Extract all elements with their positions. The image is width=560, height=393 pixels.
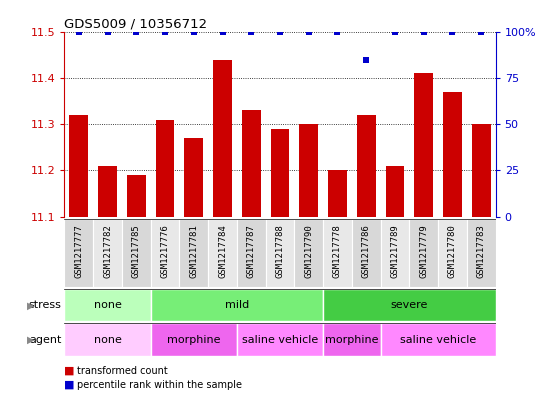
Bar <box>386 166 404 217</box>
Text: percentile rank within the sample: percentile rank within the sample <box>77 380 242 390</box>
Point <box>218 29 227 35</box>
Bar <box>443 92 462 217</box>
Bar <box>352 219 381 287</box>
Bar <box>265 219 295 287</box>
Bar <box>242 110 260 217</box>
Text: GDS5009 / 10356712: GDS5009 / 10356712 <box>64 18 208 31</box>
Text: GSM1217786: GSM1217786 <box>362 224 371 278</box>
Point <box>477 29 486 35</box>
Point <box>276 29 284 35</box>
Text: ■: ■ <box>64 365 75 376</box>
Bar <box>184 138 203 217</box>
Text: GSM1217789: GSM1217789 <box>390 224 399 278</box>
Point <box>333 29 342 35</box>
Bar <box>295 219 323 287</box>
Text: GSM1217778: GSM1217778 <box>333 224 342 278</box>
Text: ▶: ▶ <box>27 300 35 310</box>
Bar <box>237 219 265 287</box>
Bar <box>179 219 208 287</box>
Bar <box>323 219 352 287</box>
Bar <box>69 115 88 217</box>
Bar <box>127 175 146 217</box>
Bar <box>438 219 467 287</box>
Bar <box>409 219 438 287</box>
Bar <box>151 323 237 356</box>
Text: saline vehicle: saline vehicle <box>242 334 318 345</box>
Point <box>189 29 198 35</box>
Bar <box>467 219 496 287</box>
Bar <box>93 219 122 287</box>
Bar <box>213 59 232 217</box>
Point <box>419 29 428 35</box>
Point <box>74 29 83 35</box>
Text: GSM1217779: GSM1217779 <box>419 224 428 278</box>
Text: GSM1217784: GSM1217784 <box>218 224 227 278</box>
Bar <box>98 166 117 217</box>
Point <box>132 29 141 35</box>
Bar <box>357 115 376 217</box>
Text: GSM1217776: GSM1217776 <box>161 224 170 278</box>
Text: none: none <box>94 300 122 310</box>
Bar <box>300 124 318 217</box>
Bar <box>151 289 323 321</box>
Bar <box>323 323 381 356</box>
Bar <box>64 323 151 356</box>
Bar <box>472 124 491 217</box>
Bar <box>270 129 290 217</box>
Text: morphine: morphine <box>325 334 379 345</box>
Text: agent: agent <box>29 334 62 345</box>
Bar <box>64 219 93 287</box>
Bar <box>156 119 174 217</box>
Text: severe: severe <box>391 300 428 310</box>
Text: GSM1217788: GSM1217788 <box>276 224 284 278</box>
Point <box>247 29 256 35</box>
Point <box>304 29 313 35</box>
Point <box>161 29 170 35</box>
Text: saline vehicle: saline vehicle <box>400 334 476 345</box>
Text: morphine: morphine <box>167 334 221 345</box>
Bar <box>323 289 496 321</box>
Text: GSM1217790: GSM1217790 <box>304 224 313 278</box>
Bar <box>414 73 433 217</box>
Bar <box>208 219 237 287</box>
Bar <box>381 323 496 356</box>
Text: mild: mild <box>225 300 249 310</box>
Point <box>390 29 399 35</box>
Bar <box>381 219 409 287</box>
Point <box>448 29 457 35</box>
Text: transformed count: transformed count <box>77 365 167 376</box>
Text: GSM1217787: GSM1217787 <box>247 224 256 278</box>
Text: ▶: ▶ <box>27 334 35 345</box>
Text: ■: ■ <box>64 380 75 390</box>
Text: GSM1217782: GSM1217782 <box>103 224 112 278</box>
Point <box>103 29 112 35</box>
Bar <box>151 219 179 287</box>
Text: GSM1217781: GSM1217781 <box>189 224 198 278</box>
Bar <box>237 323 323 356</box>
Text: GSM1217780: GSM1217780 <box>448 224 457 278</box>
Point <box>362 56 371 62</box>
Text: GSM1217783: GSM1217783 <box>477 224 486 278</box>
Text: stress: stress <box>29 300 62 310</box>
Text: GSM1217785: GSM1217785 <box>132 224 141 278</box>
Bar <box>64 289 151 321</box>
Text: none: none <box>94 334 122 345</box>
Bar <box>122 219 151 287</box>
Bar <box>328 170 347 217</box>
Text: GSM1217777: GSM1217777 <box>74 224 83 278</box>
